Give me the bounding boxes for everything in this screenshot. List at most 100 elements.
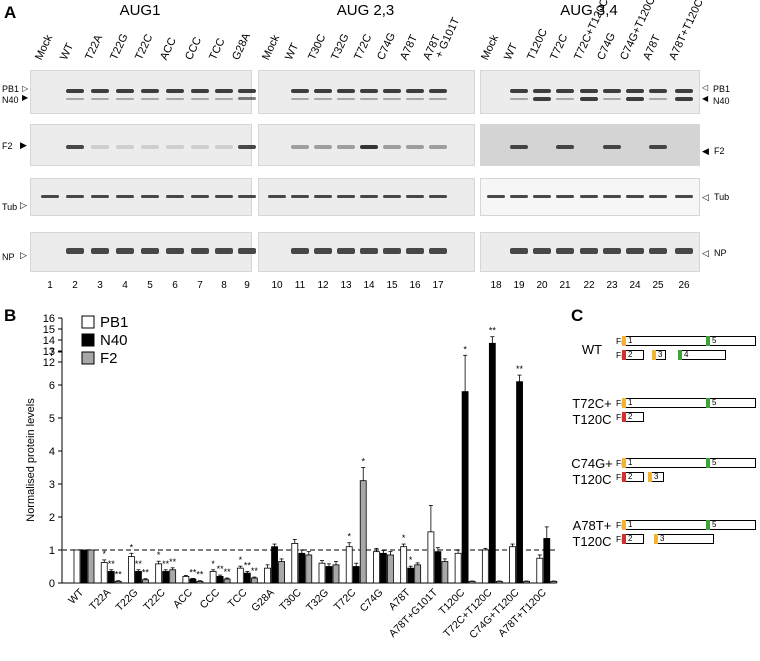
band-f2 <box>215 145 233 149</box>
band-n40 <box>191 98 209 100</box>
start-codon-2 <box>622 534 626 544</box>
y-tick-label: 5 <box>49 413 55 425</box>
lane-number-2: 2 <box>72 280 78 291</box>
legend-swatch-n40 <box>81 333 95 347</box>
bar-f2 <box>142 579 149 584</box>
lane-number-23: 23 <box>606 280 618 291</box>
bar-n40 <box>516 381 523 584</box>
lane-label-3: T22A <box>83 33 106 62</box>
significance-star: * <box>239 555 243 565</box>
bar-f2 <box>87 549 95 584</box>
significance-star: ** <box>162 559 170 569</box>
left-label-pb1: PB1 <box>2 84 20 94</box>
band-np <box>215 248 233 254</box>
lane-number-3: 3 <box>97 280 103 291</box>
band-pb1 <box>337 89 355 93</box>
band-np <box>360 248 378 254</box>
band-tubulin <box>383 195 401 198</box>
band-np <box>337 248 355 254</box>
start-label: 5 <box>712 398 717 407</box>
band-f2 <box>91 145 109 149</box>
orf-frame-1 <box>622 398 756 408</box>
band-n40 <box>291 98 309 100</box>
bar-n40 <box>325 566 333 584</box>
left-label-f2: F2 <box>2 141 13 151</box>
bar-pb1 <box>236 567 244 584</box>
band-np <box>580 248 598 254</box>
band-pb1 <box>675 89 693 93</box>
band-n40 <box>603 98 621 100</box>
band-tubulin <box>626 195 644 198</box>
panel-a-label: A <box>4 3 17 22</box>
band-tubulin <box>429 195 447 198</box>
band-tubulin <box>675 195 693 198</box>
band-np <box>510 248 528 254</box>
band-f2 <box>291 145 309 149</box>
band-tubulin <box>556 195 574 198</box>
lane-label-15: C74G <box>375 30 399 62</box>
band-tubulin <box>487 195 505 198</box>
bar-f2 <box>387 554 394 584</box>
bar-n40 <box>407 567 415 584</box>
bar-pb1 <box>209 571 217 584</box>
band-tubulin <box>510 195 528 198</box>
start-codon-2 <box>622 412 626 422</box>
band-pb1 <box>116 89 134 93</box>
bar-f2 <box>414 564 422 584</box>
blot-group-title-3: AUG 3,4 <box>560 2 618 19</box>
lane-number-8: 8 <box>221 280 227 291</box>
lane-number-18: 18 <box>490 280 502 291</box>
band-tubulin <box>291 195 309 198</box>
significance-star: ** <box>251 566 259 576</box>
band-pb1 <box>141 89 159 93</box>
right-label-tub: Tub <box>714 192 730 202</box>
lane-number-9: 9 <box>244 280 250 291</box>
band-f2 <box>556 145 574 149</box>
bar-n40 <box>298 552 306 584</box>
band-n40 <box>360 98 378 100</box>
start-label: 5 <box>712 458 717 467</box>
lane-number-6: 6 <box>172 280 178 291</box>
y-tick-label: 0 <box>49 578 55 590</box>
significance-star: ** <box>516 364 524 374</box>
start-label: 1 <box>628 458 633 467</box>
bar-f2 <box>278 561 285 584</box>
band-f2 <box>337 145 355 149</box>
band-pb1 <box>603 89 621 93</box>
band-n40 <box>429 98 447 100</box>
band-pb1 <box>406 89 424 93</box>
start-label: 1 <box>628 398 633 407</box>
legend-label-pb1: PB1 <box>100 314 128 331</box>
lane-label-16: A78T <box>398 33 421 62</box>
start-label: 2 <box>628 350 633 359</box>
band-pb1 <box>429 89 447 93</box>
panel-b-chart: 0 1 2 3 4 5 6 7 12 13 14 15 16 Normalised protein lev… <box>20 310 560 656</box>
panel-b-label: B <box>4 306 17 325</box>
x-category-label: C74G <box>358 587 386 615</box>
lane-label-1: Mock <box>33 33 56 62</box>
blot-tub-group-3 <box>480 178 700 216</box>
band-tubulin <box>314 195 332 198</box>
y-tick-label: 15 <box>43 324 55 336</box>
band-f2 <box>603 145 621 149</box>
band-np <box>429 248 447 254</box>
start-codon-5 <box>706 336 710 346</box>
right-label-pb1: PB1 <box>713 84 731 94</box>
band-tubulin <box>238 195 256 198</box>
lane-label-13: T32G <box>329 31 352 62</box>
start-label: 3 <box>660 534 665 543</box>
significance-star: * <box>463 344 467 354</box>
band-f2 <box>406 145 424 149</box>
blot-group-title-2: AUG 2,3 <box>336 2 395 19</box>
lane-number-1: 1 <box>47 280 53 291</box>
lane-number-17: 17 <box>432 280 444 291</box>
bar-f2 <box>359 480 367 584</box>
start-codon-5 <box>706 458 710 468</box>
band-tubulin <box>533 195 551 198</box>
blot-tub-group-1 <box>30 178 256 216</box>
band-np <box>291 248 309 254</box>
bar-pb1 <box>345 546 353 584</box>
arrow-filled-icon: ▶ <box>20 140 27 150</box>
y-axis-label: Normalised protein levels <box>25 398 37 522</box>
arrow-open-icon: ◁ <box>702 83 709 92</box>
